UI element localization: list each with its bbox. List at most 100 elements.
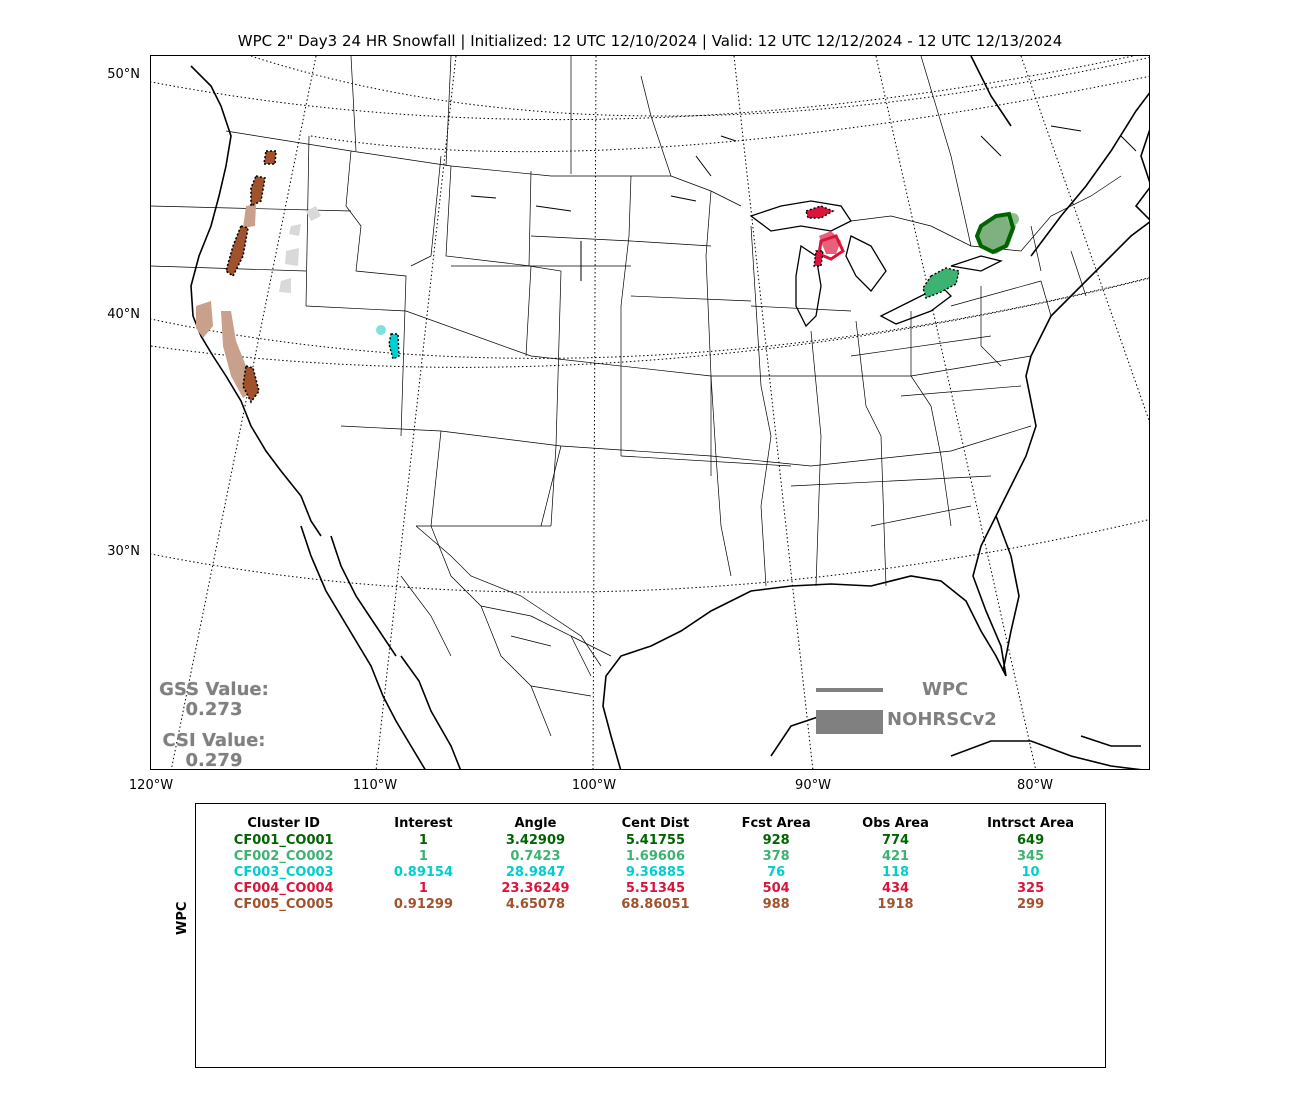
cell-cluster-id: CF003_CO003 <box>233 865 334 880</box>
cluster-cf002 <box>922 267 960 299</box>
cell-intrsct-area: 299 <box>1016 897 1045 912</box>
coastlines <box>190 56 1149 769</box>
legend <box>816 688 883 734</box>
stats-table-box: Cluster ID Interest Angle Cent Dist Fcst… <box>195 803 1106 1068</box>
lat-label-30: 30°N <box>107 544 140 559</box>
cf003-obs <box>376 325 386 335</box>
cluster-cf005 <box>196 150 277 404</box>
cell-angle: 3.42909 <box>505 833 566 848</box>
gulf-coast <box>602 515 1007 769</box>
table-row: CF001_CO001 1 3.42909 5.41755 928 774 64… <box>196 833 1107 849</box>
lon-line-85 <box>875 56 1037 769</box>
cell-interest: 1 <box>418 881 428 896</box>
lon-label-80: 80°W <box>1017 778 1053 793</box>
map-panel <box>150 55 1150 770</box>
csi-value: 0.279 <box>185 750 243 771</box>
us-map <box>151 56 1150 769</box>
cell-cluster-id: CF002_CO002 <box>233 849 334 864</box>
baja-coast <box>300 525 426 769</box>
lon-line-80 <box>1020 56 1149 422</box>
graticule-extra <box>151 291 1150 611</box>
col-cluster-id: Cluster ID <box>247 816 320 831</box>
cuba-coast <box>950 740 1142 769</box>
cf005-obs-c <box>243 204 256 228</box>
unmatched-obj-1 <box>306 206 321 221</box>
lat-line-37 <box>151 277 1149 368</box>
cell-angle: 0.7423 <box>510 849 561 864</box>
lon-label-100: 100°W <box>571 778 617 793</box>
stats-table: Cluster ID Interest Angle Cent Dist Fcst… <box>196 814 1107 913</box>
col-intrsct-area: Intrsct Area <box>987 816 1075 831</box>
cell-obs-area: 421 <box>881 849 910 864</box>
lake-superior <box>749 200 852 232</box>
graticule <box>151 56 1149 769</box>
cell-fcst-area: 378 <box>762 849 790 864</box>
cell-interest: 0.89154 <box>393 865 454 880</box>
cell-intrsct-area: 325 <box>1016 881 1045 896</box>
cell-intrsct-area: 10 <box>1021 865 1040 880</box>
table-row: CF003_CO003 0.89154 28.9847 9.36885 76 1… <box>196 865 1107 881</box>
cell-cent-dist: 5.51345 <box>625 881 686 896</box>
cell-interest: 1 <box>418 833 428 848</box>
cell-obs-area: 118 <box>881 865 910 880</box>
csi-label: CSI Value: <box>162 730 266 751</box>
lat-line-47 <box>250 56 1149 117</box>
cluster-cf004 <box>805 205 845 267</box>
cell-cluster-id: CF001_CO001 <box>233 833 334 848</box>
unmatched-obj-4 <box>279 278 291 293</box>
lake-ontario <box>950 255 1003 272</box>
cell-cent-dist: 9.36885 <box>625 865 686 880</box>
cell-intrsct-area: 345 <box>1016 849 1045 864</box>
col-obs-area: Obs Area <box>862 816 929 831</box>
table-row: CF005_CO005 0.91299 4.65078 68.86051 988… <box>196 897 1107 913</box>
col-fcst-area: Fcst Area <box>741 816 811 831</box>
atlantic-coast <box>995 221 1149 517</box>
table-row: CF002_CO002 1 0.7423 1.69606 378 421 345 <box>196 849 1107 865</box>
lon-line-110 <box>375 56 457 769</box>
cell-obs-area: 774 <box>881 833 910 848</box>
col-interest: Interest <box>394 816 453 831</box>
cf001-fcst <box>974 211 1016 255</box>
cell-cluster-id: CF005_CO005 <box>233 897 334 912</box>
state-borders <box>151 56 1122 737</box>
lon-label-120: 120°W <box>128 778 174 793</box>
cell-fcst-area: 76 <box>767 865 786 880</box>
cell-obs-area: 1918 <box>877 897 914 912</box>
table-row: CF004_CO004 1 23.36249 5.51345 504 434 3… <box>196 881 1107 897</box>
pacific-coast <box>190 65 322 537</box>
lon-line-115 <box>170 56 317 769</box>
lat-line-50 <box>151 56 1136 121</box>
cf004-fcst-a <box>805 205 835 219</box>
gss-value: 0.273 <box>185 699 243 720</box>
lon-line-90 <box>733 56 814 769</box>
cell-interest: 0.91299 <box>393 897 454 912</box>
cell-fcst-area: 504 <box>762 881 790 896</box>
cf005-fcst-c <box>250 175 266 208</box>
table-header-row: Cluster ID Interest Angle Cent Dist Fcst… <box>196 814 1107 833</box>
cell-fcst-area: 928 <box>762 833 790 848</box>
lon-label-110: 110°W <box>352 778 398 793</box>
col-cent-dist: Cent Dist <box>621 816 690 831</box>
cf005-fcst-d <box>263 150 277 165</box>
legend-wpc-label: WPC <box>922 679 969 700</box>
cell-fcst-area: 988 <box>762 897 790 912</box>
legend-nohrsc-swatch <box>816 710 883 734</box>
cell-angle: 28.9847 <box>505 865 566 880</box>
cell-cent-dist: 68.86051 <box>621 897 690 912</box>
lon-line-100 <box>592 56 597 769</box>
cell-intrsct-area: 649 <box>1016 833 1045 848</box>
lon-label-90: 90°W <box>795 778 831 793</box>
great-lakes <box>749 200 1003 328</box>
unmatched-obj-2 <box>289 224 301 236</box>
cell-cluster-id: CF004_CO004 <box>233 881 334 896</box>
cell-angle: 23.36249 <box>501 881 570 896</box>
cf005-fcst-b <box>225 225 249 278</box>
lat-line-48 <box>310 75 1149 153</box>
unmatched-observed <box>279 206 321 293</box>
cell-angle: 4.65078 <box>505 897 566 912</box>
unmatched-obj-3 <box>285 248 299 266</box>
cell-interest: 1 <box>418 849 428 864</box>
cluster-cf003 <box>376 325 400 361</box>
cf004-fcst-c <box>813 250 824 267</box>
table-ylabel: WPC <box>175 901 190 935</box>
